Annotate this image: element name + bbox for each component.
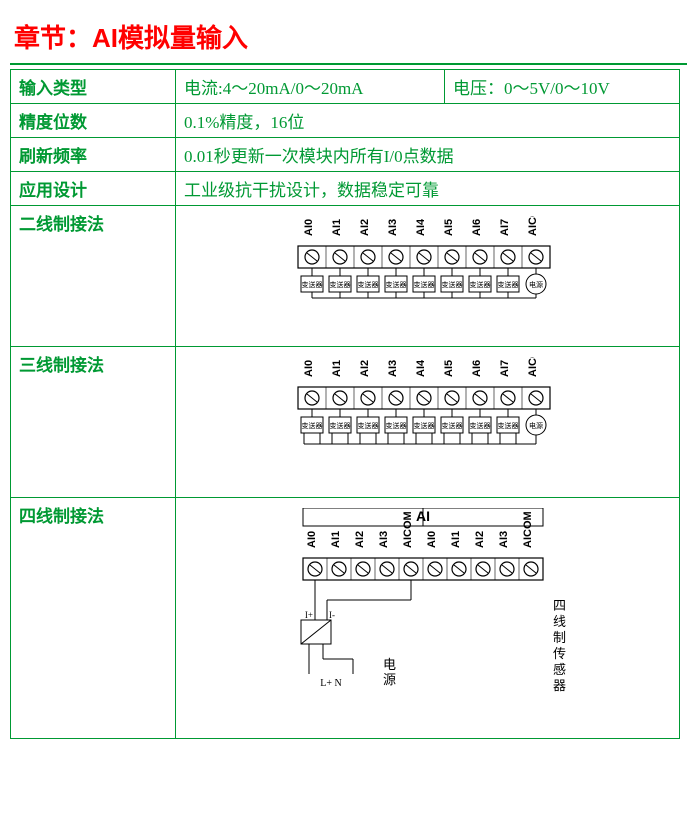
diagram-two-wire: AI0AI1AI2AI3AI4AI5AI6AI7AICOM变送器变送器变送器变送… xyxy=(176,206,680,347)
svg-text:感: 感 xyxy=(553,662,566,677)
row-three-wire: 三线制接法 AI0 AI1 AI2 AI3 AI4 AI5 AI6 AI7 AICOM 电源 变送器… xyxy=(11,347,680,498)
svg-text:AI0: AI0 xyxy=(303,360,315,377)
svg-text:变送器: 变送器 xyxy=(329,421,350,430)
svg-text:变送器: 变送器 xyxy=(441,421,462,430)
svg-text:线: 线 xyxy=(553,614,566,629)
row-precision: 精度位数 0.1%精度，16位 xyxy=(11,104,680,138)
svg-text:变送器: 变送器 xyxy=(385,421,406,430)
svg-text:AICOM: AICOM xyxy=(402,511,414,548)
value-voltage: 电压：0～5V/0～10V xyxy=(445,70,680,104)
svg-text:电源: 电源 xyxy=(529,421,543,430)
svg-text:器: 器 xyxy=(553,678,566,693)
svg-text:AI6: AI6 xyxy=(471,360,483,377)
value-design: 工业级抗干扰设计，数据稳定可靠 xyxy=(176,172,680,206)
svg-text:制: 制 xyxy=(553,630,566,645)
svg-text:AI3: AI3 xyxy=(387,360,399,377)
svg-text:AI4: AI4 xyxy=(415,359,427,377)
svg-text:变送器: 变送器 xyxy=(469,421,490,430)
svg-text:电源: 电源 xyxy=(529,280,543,289)
label-two-wire: 二线制接法 xyxy=(11,206,176,347)
svg-text:变送器: 变送器 xyxy=(329,280,350,289)
svg-text:AICOM: AICOM xyxy=(527,216,539,236)
svg-text:四: 四 xyxy=(553,598,566,613)
svg-text:变送器: 变送器 xyxy=(497,280,518,289)
row-refresh: 刷新频率 0.01秒更新一次模块内所有I/0点数据 xyxy=(11,138,680,172)
row-two-wire: 二线制接法 AI0AI1AI2AI3AI4AI5AI6AI7AICOM变送器变送… xyxy=(11,206,680,347)
svg-text:变送器: 变送器 xyxy=(469,280,490,289)
svg-text:AI2: AI2 xyxy=(359,360,371,377)
label-design: 应用设计 xyxy=(11,172,176,206)
svg-text:AICOM: AICOM xyxy=(522,511,534,548)
svg-text:AI2: AI2 xyxy=(354,531,366,548)
svg-text:AI3: AI3 xyxy=(387,219,399,236)
label-precision: 精度位数 xyxy=(11,104,176,138)
svg-text:AI5: AI5 xyxy=(443,219,455,236)
svg-text:AICOM: AICOM xyxy=(527,357,539,377)
svg-text:变送器: 变送器 xyxy=(413,421,434,430)
svg-text:AI1: AI1 xyxy=(330,531,342,548)
svg-text:电: 电 xyxy=(383,657,396,672)
svg-text:AI0: AI0 xyxy=(426,531,438,548)
label-input-type: 输入类型 xyxy=(11,70,176,104)
diagram-four-wire: AIAI0AI1AI2AI3AICOMAI0AI1AI2AI3AICOMI+I-… xyxy=(176,498,680,739)
svg-text:变送器: 变送器 xyxy=(413,280,434,289)
svg-text:AI4: AI4 xyxy=(415,218,427,236)
value-current: 电流:4～20mA/0～20mA xyxy=(176,70,445,104)
svg-text:AI1: AI1 xyxy=(331,219,343,236)
svg-text:AI7: AI7 xyxy=(499,219,511,236)
svg-text:I-: I- xyxy=(329,610,335,620)
svg-text:变送器: 变送器 xyxy=(301,421,322,430)
label-three-wire: 三线制接法 xyxy=(11,347,176,498)
svg-text:变送器: 变送器 xyxy=(441,280,462,289)
svg-text:AI3: AI3 xyxy=(498,531,510,548)
svg-text:AI0: AI0 xyxy=(306,531,318,548)
svg-text:变送器: 变送器 xyxy=(301,280,322,289)
svg-text:变送器: 变送器 xyxy=(357,421,378,430)
value-refresh: 0.01秒更新一次模块内所有I/0点数据 xyxy=(176,138,680,172)
value-precision: 0.1%精度，16位 xyxy=(176,104,680,138)
svg-text:AI5: AI5 xyxy=(443,360,455,377)
svg-text:传: 传 xyxy=(553,646,566,661)
row-input-type: 输入类型 电流:4～20mA/0～20mA 电压：0～5V/0～10V xyxy=(11,70,680,104)
svg-text:AI0: AI0 xyxy=(303,219,315,236)
svg-text:源: 源 xyxy=(383,672,396,687)
svg-text:I+: I+ xyxy=(304,610,312,620)
svg-text:L+ N: L+ N xyxy=(320,678,341,689)
svg-text:变送器: 变送器 xyxy=(385,280,406,289)
svg-text:AI3: AI3 xyxy=(378,531,390,548)
svg-text:AI6: AI6 xyxy=(471,219,483,236)
svg-text:变送器: 变送器 xyxy=(497,421,518,430)
row-design: 应用设计 工业级抗干扰设计，数据稳定可靠 xyxy=(11,172,680,206)
svg-text:AI1: AI1 xyxy=(331,360,343,377)
section-title: 章节：AI模拟量输入 xyxy=(10,10,687,65)
label-refresh: 刷新频率 xyxy=(11,138,176,172)
svg-text:AI2: AI2 xyxy=(359,219,371,236)
diagram-three-wire: AI0AI1AI2AI3AI4AI5AI6AI7AICOM电源变送器变送器变送器… xyxy=(176,347,680,498)
label-four-wire: 四线制接法 xyxy=(11,498,176,739)
row-four-wire: 四线制接法 AIAI0AI1AI2AI3AICOMAI0AI1AI2AI3AIC… xyxy=(11,498,680,739)
svg-text:变送器: 变送器 xyxy=(357,280,378,289)
svg-text:AI2: AI2 xyxy=(474,531,486,548)
spec-table: 输入类型 电流:4～20mA/0～20mA 电压：0～5V/0～10V 精度位数… xyxy=(10,69,680,739)
svg-text:AI1: AI1 xyxy=(450,531,462,548)
svg-text:AI7: AI7 xyxy=(499,360,511,377)
